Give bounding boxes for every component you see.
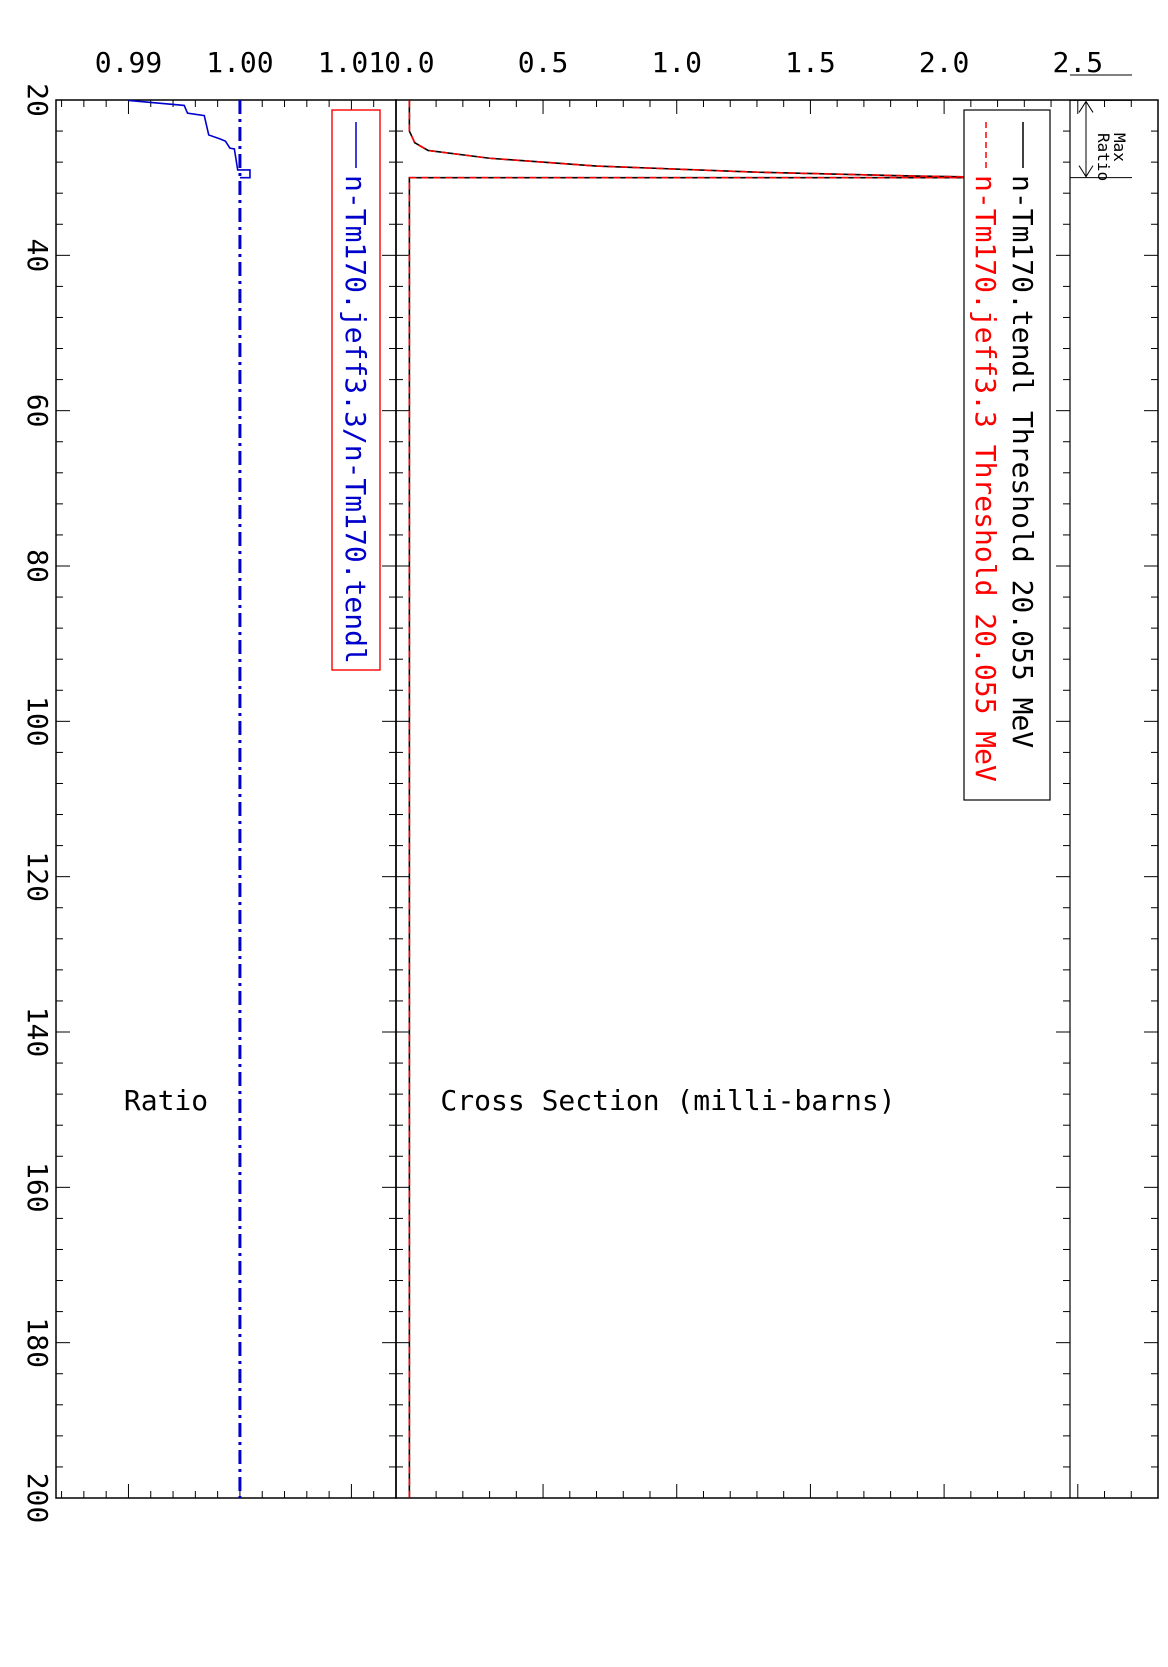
cross-section-y-tick-labels: 0.0 0.5 1.0 1.5 2.0 2.5 (384, 46, 1103, 79)
x-tick-label: 160 (21, 1162, 54, 1213)
ratio-plot-frame (55, 99, 397, 1499)
ratio-series-line-0 (128, 99, 251, 179)
cross-section-series-line-0 (408, 100, 1017, 1498)
ratio-legend-box (331, 109, 381, 671)
x-tick-labels: 20 40 60 80 100 120 140 160 180 200 (21, 83, 54, 1523)
arrow-left-icon (1078, 100, 1094, 113)
cross-section-y-tick-label: 2.5 (1053, 46, 1104, 79)
x-tick-label: 180 (21, 1317, 54, 1368)
ratio-y-axis-label: Ratio (124, 1084, 208, 1117)
x-tick-label: 100 (21, 696, 54, 747)
ratio-y-tick-labels: 0.99 1.00 1.01 (95, 46, 385, 79)
cross-section-series-line-1 (408, 100, 1017, 1498)
cross-section-y-axis-label: Cross Section (milli-barns) (440, 1084, 895, 1117)
legend-label-ratio: n-Tm170.jeff3.3/n-Tm170.tendl (339, 175, 372, 664)
ratio-y-tick-label: 1.01 (318, 46, 385, 79)
cross-section-y-tick-label: 1.0 (651, 46, 702, 79)
max-ratio-label-line1: Max (1110, 133, 1129, 162)
series-lines (128, 99, 1017, 1498)
ratio-legend: n-Tm170.jeff3.3/n-Tm170.tendl (331, 109, 381, 671)
x-tick-label: 200 (21, 1473, 54, 1524)
cross-section-y-tick-label: 2.0 (919, 46, 970, 79)
legend-label-jeff: n-Tm170.jeff3.3 Threshold 20.055 MeV (969, 175, 1002, 782)
cross-section-legend: n-Tm170.tendl Threshold 20.055 MeV n-Tm1… (963, 109, 1051, 801)
cross-section-y-tick-label: 0.0 (384, 46, 435, 79)
legend-label-tendl: n-Tm170.tendl Threshold 20.055 MeV (1006, 175, 1039, 748)
x-tick-label: 80 (21, 549, 54, 583)
x-tick-label: 60 (21, 394, 54, 428)
x-tick-label: 40 (21, 238, 54, 272)
x-tick-label: 20 (21, 83, 54, 117)
cross-section-legend-box (963, 109, 1051, 801)
ratio-y-tick-label: 1.00 (206, 46, 273, 79)
cross-section-y-tick-label: 0.5 (518, 46, 569, 79)
cross-section-y-tick-label: 1.5 (785, 46, 836, 79)
ratio-y-tick-label: 0.99 (95, 46, 162, 79)
x-tick-label: 140 (21, 1007, 54, 1058)
x-tick-label: 120 (21, 851, 54, 902)
tick-marks (56, 99, 1159, 1499)
max-ratio-annotation: Max Ratio (1070, 74, 1132, 181)
max-ratio-label-line2: Ratio (1094, 133, 1113, 181)
arrow-right-icon (1078, 165, 1094, 178)
